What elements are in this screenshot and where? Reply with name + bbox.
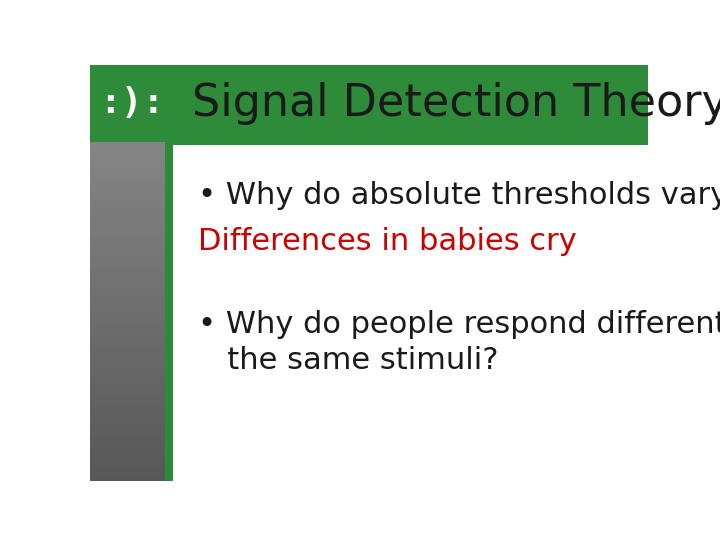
Bar xyxy=(90,265,173,269)
Bar xyxy=(90,239,173,244)
Bar xyxy=(90,260,173,265)
Text: • Why do absolute thresholds vary?: • Why do absolute thresholds vary? xyxy=(198,181,720,210)
Bar xyxy=(90,210,173,214)
Bar xyxy=(90,188,173,193)
Bar xyxy=(90,201,173,205)
Bar xyxy=(90,146,173,150)
Bar xyxy=(90,366,173,370)
Bar xyxy=(90,354,173,358)
Bar xyxy=(90,438,173,442)
Bar xyxy=(90,460,173,464)
Bar xyxy=(90,442,173,447)
Bar xyxy=(90,383,173,387)
Bar xyxy=(166,65,173,481)
Bar xyxy=(90,379,173,383)
Bar xyxy=(90,396,173,400)
Bar xyxy=(90,400,173,404)
Bar xyxy=(90,256,173,260)
Bar xyxy=(90,404,173,409)
Bar xyxy=(90,451,173,455)
Bar xyxy=(90,349,173,354)
Bar xyxy=(90,426,173,430)
Bar xyxy=(90,252,173,256)
Bar xyxy=(90,277,173,281)
Bar xyxy=(90,222,173,226)
Bar xyxy=(90,421,173,426)
Bar xyxy=(90,430,173,434)
Bar xyxy=(90,328,173,332)
Bar xyxy=(90,464,173,468)
Bar xyxy=(90,235,173,239)
Bar xyxy=(90,341,173,345)
Bar xyxy=(90,150,173,154)
Bar xyxy=(90,163,173,167)
Bar xyxy=(90,375,173,379)
Bar xyxy=(90,417,173,421)
Bar xyxy=(90,299,173,303)
Bar xyxy=(90,324,173,328)
Bar xyxy=(90,193,173,197)
Bar xyxy=(90,413,173,417)
Text: • Why do people respond differently to: • Why do people respond differently to xyxy=(198,310,720,339)
Bar xyxy=(90,387,173,392)
Text: the same stimuli?: the same stimuli? xyxy=(198,346,498,375)
Bar xyxy=(90,434,173,438)
Bar xyxy=(90,476,173,481)
Bar xyxy=(90,392,173,396)
Bar xyxy=(90,231,173,235)
Bar xyxy=(90,184,173,188)
Bar xyxy=(90,315,173,320)
Bar xyxy=(173,141,648,145)
Bar xyxy=(90,447,173,451)
Bar xyxy=(90,455,173,460)
Bar xyxy=(90,176,173,180)
Bar xyxy=(90,468,173,472)
Bar xyxy=(90,273,173,277)
Bar xyxy=(90,159,173,163)
Bar xyxy=(90,180,173,184)
Bar xyxy=(90,269,173,273)
Bar xyxy=(90,226,173,231)
Bar xyxy=(90,320,173,324)
Bar xyxy=(90,409,173,413)
Bar xyxy=(90,358,173,362)
Bar xyxy=(90,307,173,311)
Bar xyxy=(90,370,173,375)
Bar xyxy=(90,294,173,299)
Bar xyxy=(90,218,173,222)
Bar xyxy=(90,303,173,307)
Bar xyxy=(90,332,173,336)
Bar xyxy=(90,281,173,286)
Bar xyxy=(90,248,173,252)
Text: Signal Detection Theory: Signal Detection Theory xyxy=(192,82,720,125)
Bar xyxy=(90,362,173,366)
Bar xyxy=(90,286,173,290)
Bar xyxy=(90,197,173,201)
Bar xyxy=(90,167,173,171)
Bar xyxy=(90,65,648,141)
Bar xyxy=(90,141,173,146)
Bar xyxy=(90,311,173,315)
Text: :):: :): xyxy=(99,86,164,120)
Bar xyxy=(90,290,173,294)
Bar xyxy=(90,214,173,218)
Bar xyxy=(90,345,173,349)
Bar xyxy=(90,244,173,248)
Bar xyxy=(90,205,173,210)
Bar xyxy=(90,154,173,159)
Bar xyxy=(90,171,173,176)
Bar xyxy=(90,336,173,341)
Bar xyxy=(90,472,173,476)
Text: Differences in babies cry: Differences in babies cry xyxy=(198,227,577,256)
